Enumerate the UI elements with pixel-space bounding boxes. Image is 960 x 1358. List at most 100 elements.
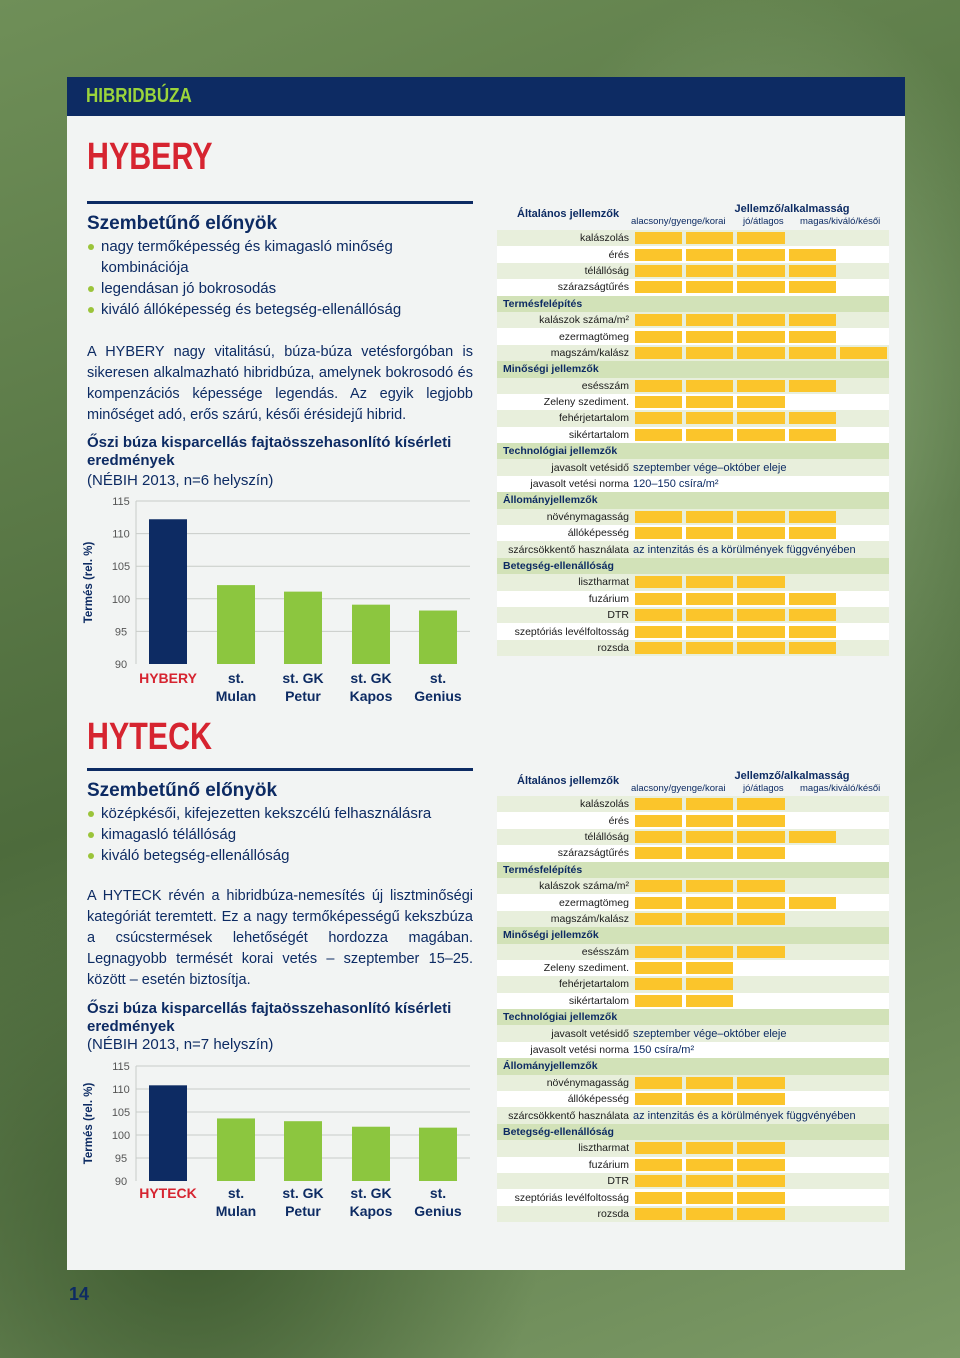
rating-cell	[686, 346, 734, 359]
trait-section-row: Minőségi jellemzők	[497, 927, 889, 944]
rating-cell	[788, 510, 836, 523]
trait-row: javasolt vetési norma 120–150 csíra/m²	[497, 475, 889, 493]
rating-cell	[635, 798, 683, 811]
divider	[87, 768, 473, 771]
rating-cell	[635, 232, 683, 245]
trait-row: javasolt vetési norma 150 csíra/m²	[497, 1041, 889, 1059]
x-tick-label: Mulan	[216, 688, 256, 704]
trait-row: javasolt vetésidő szeptember vége–október…	[497, 459, 889, 476]
rating-cell	[840, 626, 887, 638]
rating-cell	[686, 912, 734, 925]
trait-table-hyteck: kalászolás érés télállóság szárazságtűrés Te…	[497, 796, 889, 1223]
x-tick-label: Genius	[414, 688, 462, 704]
rating-cell	[635, 346, 683, 359]
rating-cell	[635, 978, 683, 991]
general-heading: Általános jellemzők	[517, 775, 620, 787]
trait-label: kalászok száma/m²	[539, 314, 629, 327]
rating-cell	[840, 831, 887, 843]
trait-label: ezermagtömeg	[558, 896, 629, 909]
trait-label: javasolt vetési norma	[530, 1044, 629, 1057]
trait-section-row: Technológiai jellemzők	[497, 1009, 889, 1026]
x-tick-label: st. GK	[282, 670, 323, 686]
rating-cell	[686, 1093, 734, 1106]
rating-cell	[737, 527, 785, 540]
rating-cell	[686, 1207, 734, 1220]
trait-label: fuzárium	[588, 592, 629, 605]
trait-section-row: Termésfelépítés	[497, 295, 889, 312]
trait-text: az intenzitás és a körülmények függvényé…	[633, 1109, 856, 1122]
trait-row: ezermagtömeg	[497, 328, 889, 345]
trait-label: esésszám	[581, 945, 629, 958]
bar	[284, 1121, 322, 1181]
rating-cell	[789, 1077, 836, 1089]
rating-cell	[737, 609, 785, 622]
trait-label: Minőségi jellemzők	[503, 363, 599, 376]
rating-cell	[789, 880, 836, 892]
rating-cell	[840, 1159, 887, 1171]
rating-cell	[737, 995, 784, 1007]
trait-row: kalászolás	[497, 230, 889, 247]
rating-cell	[840, 962, 887, 974]
rating-cell	[840, 1175, 887, 1187]
trait-label: kalászolás	[579, 798, 629, 811]
trait-label: fuzárium	[588, 1158, 629, 1171]
trait-row: szárazságtűrés	[497, 279, 889, 296]
rating-cell	[737, 798, 785, 811]
trait-label: Betegség-ellenállóság	[503, 560, 614, 572]
rating-cell	[839, 346, 887, 359]
rating-cell	[737, 510, 785, 523]
characteristic-heading: Jellemző/alkalmasság	[734, 770, 850, 782]
trait-label: állóképesség	[567, 527, 629, 540]
rating-cell	[737, 1093, 785, 1106]
scale-mid: jó/átlagos	[743, 783, 784, 794]
trait-label: sikértartalom	[568, 428, 629, 441]
trait-table-hybery: kalászolás érés télállóság szárazságtűrés Te…	[497, 230, 889, 657]
rating-cell	[635, 814, 683, 827]
rating-cell	[686, 428, 734, 441]
rating-cell	[686, 379, 734, 392]
trait-row: lisztharmat	[497, 574, 889, 591]
rating-cell	[737, 912, 785, 925]
trait-row: télállóság	[497, 828, 889, 846]
trait-label: Állományjellemzők	[503, 494, 598, 507]
product-description: A HYTECK révén a hibridbúza-nemesítés új…	[87, 888, 473, 988]
rating-cell	[635, 912, 683, 925]
trait-row: esésszám	[497, 943, 889, 960]
rating-cell	[686, 880, 734, 893]
yield-chart-hybery: Termés (rel. %) 90 95 100 105 110 115 HYBERY st.…	[83, 496, 470, 704]
rating-cell	[686, 232, 734, 245]
x-tick-label: Kapos	[350, 1203, 393, 1219]
trait-row: ezermagtömeg	[497, 894, 889, 911]
rating-cell	[686, 264, 734, 277]
rating-cell	[635, 396, 683, 409]
rating-cell	[840, 880, 887, 892]
advantages-list: nagy termőképesség és kimagasló minőség …	[87, 236, 477, 320]
rating-cell	[788, 346, 836, 359]
rating-cell	[686, 994, 734, 1007]
bar	[149, 1085, 187, 1181]
trait-text: 150 csíra/m²	[633, 1044, 695, 1057]
trait-section-row: Betegség-ellenállóság	[497, 1123, 889, 1141]
rating-cell	[840, 847, 887, 859]
trait-text: az intenzitás és a körülmények függvényé…	[633, 543, 856, 556]
rating-cell	[686, 281, 734, 294]
rating-cell	[737, 830, 785, 843]
trait-row: Zeleny szediment.	[497, 393, 889, 411]
bar	[419, 1127, 457, 1181]
chart-subtitle: (NÉBIH 2013, n=7 helyszín)	[87, 1036, 274, 1053]
chart-title: Őszi búza kisparcellás fajtaösszehasonlí…	[87, 434, 452, 469]
rating-cell	[840, 412, 887, 424]
trait-label: kalászolás	[579, 232, 629, 245]
rating-cell	[686, 962, 734, 975]
list-item: nagy termőképesség és kimagasló minőség …	[87, 236, 477, 278]
trait-label: rozsda	[597, 1207, 629, 1220]
rating-cell	[840, 331, 887, 343]
rating-cell	[686, 1191, 734, 1204]
rating-cell	[840, 1077, 887, 1089]
rating-cell	[686, 609, 734, 622]
trait-label: Zeleny szediment.	[543, 396, 629, 409]
rating-cell	[737, 1191, 785, 1204]
rating-cell	[737, 880, 785, 893]
trait-section-row: Minőségi jellemzők	[497, 361, 889, 378]
rating-cell	[840, 1192, 887, 1204]
